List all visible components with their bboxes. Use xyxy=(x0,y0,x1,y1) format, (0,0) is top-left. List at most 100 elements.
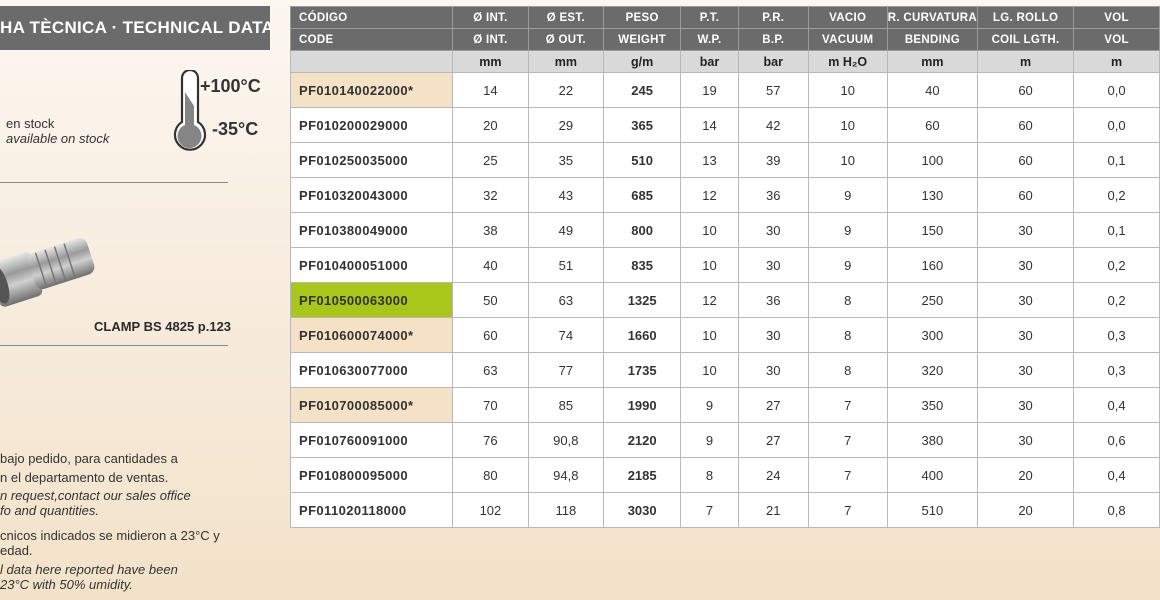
value-cell: 365 xyxy=(603,107,682,143)
code-cell: PF010800095000 xyxy=(289,457,454,493)
code-cell: PF010600074000* xyxy=(289,317,454,353)
value-cell: 160 xyxy=(886,247,979,283)
code-cell: PF010250035000 xyxy=(289,142,454,178)
value-cell: 380 xyxy=(886,422,979,458)
units-cell: bar xyxy=(737,50,809,73)
value-cell: 30 xyxy=(976,352,1075,388)
value-cell: 77 xyxy=(527,352,605,388)
header-es-cell: P.T. xyxy=(680,6,739,29)
value-cell: 13 xyxy=(680,142,739,178)
value-cell: 43 xyxy=(527,177,605,213)
value-cell: 21 xyxy=(737,492,809,528)
value-cell: 2120 xyxy=(603,422,682,458)
value-cell: 9 xyxy=(807,212,888,248)
divider xyxy=(0,345,228,346)
value-cell: 7 xyxy=(807,492,888,528)
value-cell: 39 xyxy=(737,142,809,178)
value-cell: 85 xyxy=(527,387,605,423)
value-cell: 30 xyxy=(976,422,1075,458)
value-cell: 49 xyxy=(527,212,605,248)
divider xyxy=(0,182,228,183)
code-cell: PF010700085000* xyxy=(289,387,454,423)
value-cell: 510 xyxy=(603,142,682,178)
header-es-cell: LG. ROLLO xyxy=(976,6,1075,29)
header-es-cell: VOL xyxy=(1073,6,1160,29)
value-cell: 1660 xyxy=(603,317,682,353)
value-cell: 8 xyxy=(807,282,888,318)
note-tech-en-1: l data here reported have been xyxy=(0,562,178,577)
code-cell: PF010200029000 xyxy=(289,107,454,143)
note-tech-en-2: 23°C with 50% umidity. xyxy=(0,577,133,592)
value-cell: 24 xyxy=(737,457,809,493)
value-cell: 30 xyxy=(737,212,809,248)
value-cell: 36 xyxy=(737,282,809,318)
header-es-cell: P.R. xyxy=(737,6,809,29)
header-en-cell: Ø INT. xyxy=(452,28,529,51)
value-cell: 76 xyxy=(452,422,529,458)
max-temperature: +100°C xyxy=(200,76,261,96)
value-cell: 63 xyxy=(527,282,605,318)
value-cell: 1990 xyxy=(603,387,682,423)
table-row: PF010400051000 40 51 835 10 30 9 160 30 0,2 xyxy=(289,247,1160,283)
value-cell: 57 xyxy=(737,72,809,108)
fitting-label: CLAMP BS 4825 p.123 xyxy=(94,319,232,334)
value-cell: 9 xyxy=(680,422,739,458)
value-cell: 7 xyxy=(807,387,888,423)
value-cell: 12 xyxy=(680,282,739,318)
value-cell: 0,8 xyxy=(1073,492,1160,528)
value-cell: 9 xyxy=(807,247,888,283)
units-cell: bar xyxy=(680,50,739,73)
value-cell: 0,2 xyxy=(1073,282,1160,318)
units-row: mm mm g/m bar bar m H₂O mm m m xyxy=(289,50,1160,73)
header-es-cell: CÓDIGO xyxy=(289,6,454,29)
units-cell: g/m xyxy=(603,50,682,73)
header-en-cell: BENDING xyxy=(886,28,979,51)
value-cell: 1735 xyxy=(603,352,682,388)
value-cell: 9 xyxy=(680,387,739,423)
value-cell: 60 xyxy=(976,177,1075,213)
value-cell: 118 xyxy=(527,492,605,528)
value-cell: 60 xyxy=(452,317,529,353)
note-tech-es-1: cnicos indicados se midieron a 23°C y xyxy=(0,528,220,543)
table-row: PF010200029000 20 29 365 14 42 10 60 60 0,0 xyxy=(289,107,1160,143)
value-cell: 510 xyxy=(886,492,979,528)
value-cell: 74 xyxy=(527,317,605,353)
value-cell: 25 xyxy=(452,142,529,178)
value-cell: 320 xyxy=(886,352,979,388)
value-cell: 14 xyxy=(680,107,739,143)
value-cell: 19 xyxy=(680,72,739,108)
table-row: PF010380049000 38 49 800 10 30 9 150 30 0,1 xyxy=(289,212,1160,248)
table-row: PF011020118000 102 118 3030 7 21 7 510 20 0,8 xyxy=(289,492,1160,528)
value-cell: 94,8 xyxy=(527,457,605,493)
value-cell: 30 xyxy=(976,212,1075,248)
value-cell: 10 xyxy=(807,142,888,178)
value-cell: 2185 xyxy=(603,457,682,493)
value-cell: 42 xyxy=(737,107,809,143)
header-en-cell: WEIGHT xyxy=(603,28,682,51)
code-cell: PF010760091000 xyxy=(289,422,454,458)
header-row-es: CÓDIGO Ø INT. Ø EST. PESO P.T. P.R. VACIO R. CU… xyxy=(289,6,1160,29)
value-cell: 14 xyxy=(452,72,529,108)
value-cell: 8 xyxy=(680,457,739,493)
value-cell: 35 xyxy=(527,142,605,178)
value-cell: 50 xyxy=(452,282,529,318)
units-cell: m xyxy=(1073,50,1160,73)
table-row: PF010600074000* 60 74 1660 10 30 8 300 30 0,3 xyxy=(289,317,1160,353)
header-en-cell: Ø OUT. xyxy=(527,28,605,51)
value-cell: 51 xyxy=(527,247,605,283)
value-cell: 63 xyxy=(452,352,529,388)
value-cell: 30 xyxy=(737,247,809,283)
stock-label-es: en stock xyxy=(6,116,55,131)
value-cell: 38 xyxy=(452,212,529,248)
header-en-cell: VACUUM xyxy=(807,28,888,51)
value-cell: 150 xyxy=(886,212,979,248)
value-cell: 30 xyxy=(737,352,809,388)
value-cell: 40 xyxy=(886,72,979,108)
min-temperature: -35°C xyxy=(212,119,259,139)
value-cell: 0,0 xyxy=(1073,72,1160,108)
value-cell: 90,8 xyxy=(527,422,605,458)
code-cell: PF010400051000 xyxy=(289,247,454,283)
value-cell: 800 xyxy=(603,212,682,248)
header-es-cell: Ø INT. xyxy=(452,6,529,29)
value-cell: 60 xyxy=(886,107,979,143)
